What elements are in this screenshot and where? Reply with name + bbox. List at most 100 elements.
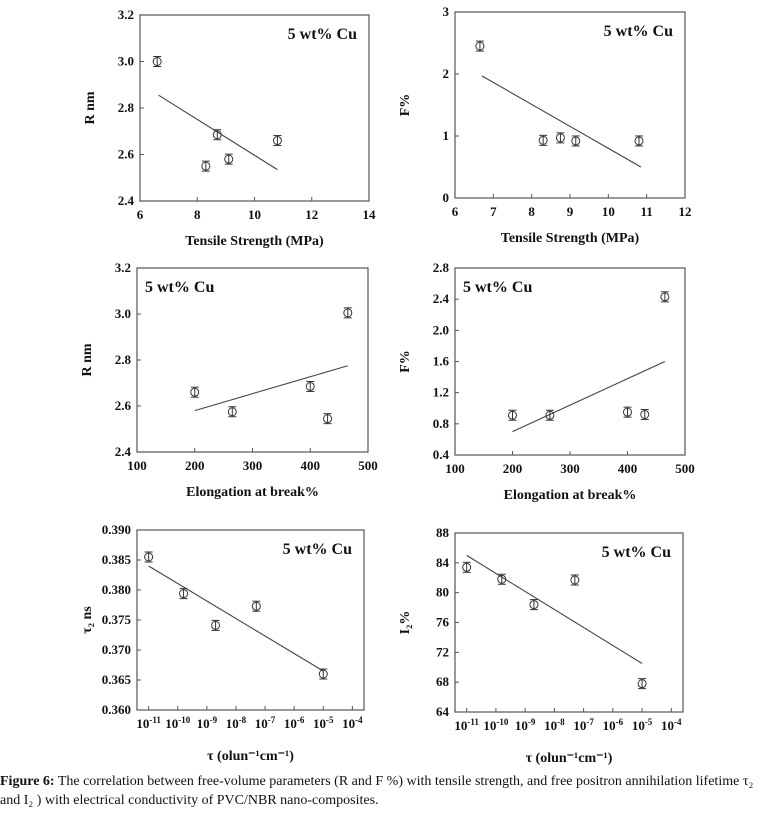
point-marker (323, 414, 333, 424)
x-tick-label: 8 (194, 207, 201, 222)
point-marker (224, 154, 234, 164)
y-tick-label: 0.375 (102, 612, 132, 627)
point-marker (497, 574, 507, 584)
x-axis-label: τ (olun⁻¹cm⁻¹) (207, 749, 294, 764)
point-marker (318, 669, 328, 679)
data-point (623, 406, 632, 418)
y-tick-label: 76 (436, 615, 450, 630)
y-tick-label: 0.390 (102, 522, 131, 537)
point-marker (623, 407, 632, 417)
y-tick-label: 2.4 (433, 291, 450, 306)
data-point (144, 551, 154, 563)
x-axis-label: Tensile Strength (MPa) (185, 234, 324, 249)
data-point (637, 678, 647, 690)
x-tick-label: 14 (363, 207, 377, 222)
y-tick-label: 2.4 (115, 444, 132, 459)
point-marker (545, 410, 555, 420)
x-tick-label: 10-8 (226, 715, 247, 731)
legend-label: 5 wt% Cu (145, 279, 214, 296)
point-marker (462, 562, 472, 572)
y-tick-label: 2.6 (118, 147, 135, 162)
caption-text: The correlation between free-volume para… (0, 774, 754, 808)
data-point (640, 408, 650, 420)
y-tick-label: 1.6 (433, 354, 450, 369)
y-axis-label: I₂% (398, 611, 413, 635)
fit-line (158, 94, 278, 171)
y-axis-label: τ₂ ns (80, 606, 95, 634)
point-marker (634, 136, 644, 146)
x-tick-label: 400 (301, 458, 321, 473)
y-axis-label: R nm (80, 343, 95, 376)
y-tick-label: 0.360 (102, 702, 131, 717)
point-marker (251, 601, 261, 611)
x-tick-label: 500 (675, 461, 695, 476)
x-tick-label: 10-7 (573, 717, 594, 733)
y-tick-label: 72 (436, 644, 449, 659)
y-axis-label: R nm (83, 91, 98, 124)
y-axis-label: F% (398, 94, 413, 117)
y-tick-label: 64 (436, 704, 450, 719)
point-marker (144, 552, 154, 562)
y-tick-label: 0.365 (102, 672, 132, 687)
data-point (343, 307, 353, 319)
x-tick-label: 9 (567, 204, 574, 219)
data-point (211, 619, 221, 631)
point-marker (343, 308, 353, 318)
data-point (570, 574, 580, 586)
x-tick-label: 7 (490, 204, 497, 219)
x-tick-label: 10 (602, 204, 615, 219)
x-tick-label: 10-6 (603, 717, 624, 733)
y-tick-label: 3.0 (118, 54, 134, 69)
point-marker (555, 133, 565, 143)
legend-label: 5 wt% Cu (604, 23, 673, 40)
x-tick-label: 6 (452, 204, 459, 219)
point-marker (272, 136, 282, 146)
data-point (475, 40, 485, 52)
x-tick-label: 10-8 (544, 717, 565, 733)
y-tick-label: 0.380 (102, 582, 131, 597)
x-tick-label: 6 (137, 207, 144, 222)
data-point (555, 132, 565, 144)
x-tick-label: 12 (305, 207, 318, 222)
figure-caption: Figure 6: The correlation between free-v… (0, 772, 767, 810)
data-point (497, 573, 507, 585)
point-marker (305, 381, 315, 391)
data-point (462, 561, 472, 573)
x-tick-label: 10-11 (136, 715, 161, 731)
data-point (152, 56, 162, 67)
x-tick-label: 10-9 (515, 717, 536, 733)
point-marker (640, 409, 650, 419)
data-point (571, 135, 581, 147)
data-point (318, 668, 328, 680)
x-tick-label: 10-7 (255, 715, 276, 731)
y-tick-label: 2 (443, 66, 450, 81)
x-tick-label: 500 (358, 458, 378, 473)
data-point (212, 129, 222, 141)
y-tick-label: 0.385 (102, 552, 132, 567)
x-tick-label: 10-11 (454, 717, 479, 733)
y-axis-label: F% (398, 350, 413, 373)
data-point (227, 406, 237, 418)
data-point (634, 135, 644, 147)
y-tick-label: 0.8 (433, 416, 450, 431)
point-marker (475, 41, 485, 51)
point-marker (529, 600, 539, 610)
data-point (190, 386, 200, 398)
point-marker (212, 130, 222, 140)
y-tick-label: 1 (443, 128, 450, 143)
y-tick-label: 2.8 (115, 352, 132, 367)
y-tick-label: 2.0 (433, 322, 449, 337)
x-tick-label: 100 (445, 461, 465, 476)
x-tick-label: 10-5 (313, 715, 334, 731)
x-tick-label: 10-4 (661, 717, 682, 733)
point-marker (152, 57, 162, 66)
x-tick-label: 200 (503, 461, 523, 476)
data-point (660, 291, 670, 303)
data-point (508, 409, 517, 421)
legend-label: 5 wt% Cu (283, 541, 352, 558)
y-tick-label: 2.4 (118, 193, 135, 208)
x-tick-label: 11 (641, 204, 653, 219)
x-tick-label: 300 (243, 458, 263, 473)
y-tick-label: 0.370 (102, 642, 131, 657)
